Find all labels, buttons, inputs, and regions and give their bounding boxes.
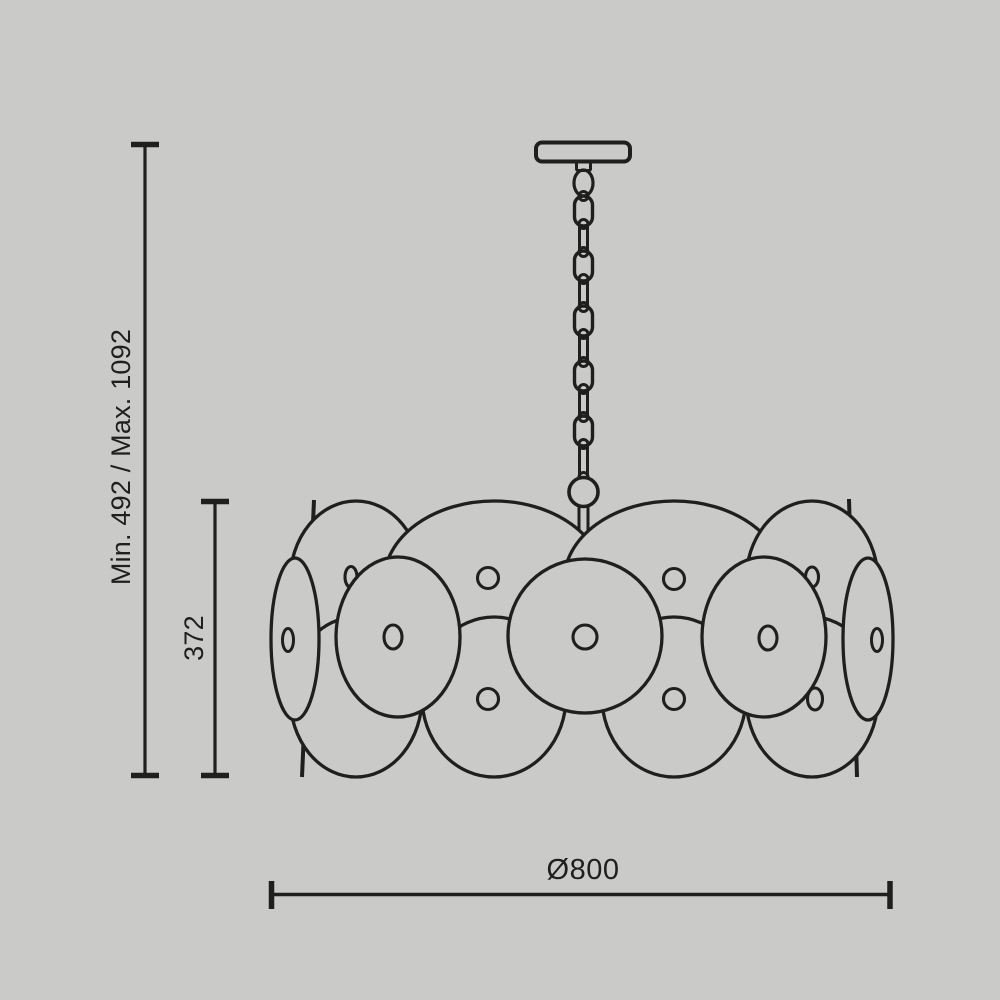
dimension-label-diameter: Ø800 <box>547 854 620 886</box>
front-discs <box>269 555 895 722</box>
dimension-shade-height <box>201 498 229 779</box>
dimension-label-shade-height: 372 <box>179 615 209 661</box>
disc-hole <box>475 565 501 591</box>
disc-hole <box>805 686 825 712</box>
disc-hole <box>757 624 779 652</box>
disc-hole <box>475 686 501 712</box>
dimension-diameter <box>268 881 893 909</box>
disc-hole <box>382 623 404 651</box>
disc-hole <box>870 627 884 653</box>
dimension-label-suspension-height: Min. 492 / Max. 1092 <box>106 329 136 585</box>
ink-layer <box>131 140 895 909</box>
front-disc-edge-right <box>841 556 895 722</box>
front-disc-edge-left <box>269 556 321 722</box>
suspension-chain <box>572 168 595 483</box>
disc-hole <box>661 566 687 592</box>
dimension-overall-height <box>131 141 159 779</box>
disc-drum-shade <box>269 498 895 779</box>
disc-hole <box>661 686 687 712</box>
disc-hole <box>571 623 599 651</box>
ball-joint <box>567 475 600 509</box>
dimension-labels: Min. 492 / Max. 1092 372 Ø800 <box>106 329 619 886</box>
back-disc-holes <box>343 564 825 712</box>
disc-hole <box>281 627 295 653</box>
chain-main-links <box>572 194 595 448</box>
